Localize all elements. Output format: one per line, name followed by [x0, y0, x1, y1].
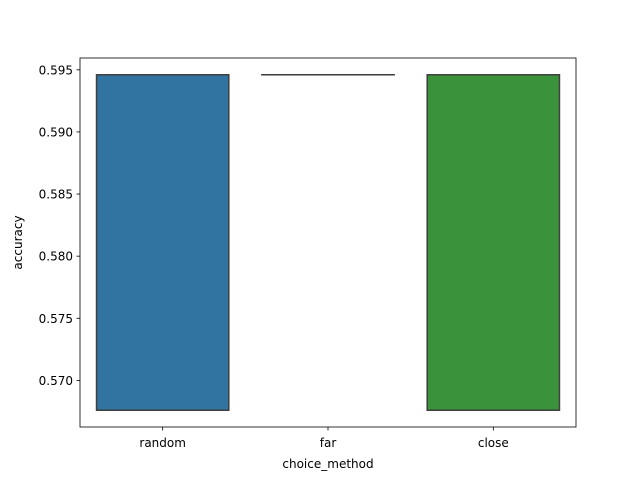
- x-tick-label-close: close: [478, 436, 509, 450]
- y-axis-label: accuracy: [11, 215, 25, 269]
- x-axis-label: choice_method: [282, 457, 373, 471]
- y-tick-label: 0.575: [39, 312, 73, 326]
- y-tick-label: 0.570: [39, 374, 73, 388]
- x-tick-label-random: random: [139, 436, 186, 450]
- y-tick-label: 0.580: [39, 250, 73, 264]
- y-tick-label: 0.585: [39, 188, 73, 202]
- box-close: [427, 75, 559, 410]
- y-tick-label: 0.590: [39, 125, 73, 139]
- x-axis-ticks: random far close: [139, 427, 508, 450]
- y-tick-label: 0.595: [39, 63, 73, 77]
- x-tick-label-far: far: [320, 436, 337, 450]
- boxes-layer: [97, 75, 560, 410]
- y-axis-ticks: 0.570 0.575 0.580 0.585 0.590 0.595: [39, 63, 80, 388]
- box-random: [97, 75, 229, 410]
